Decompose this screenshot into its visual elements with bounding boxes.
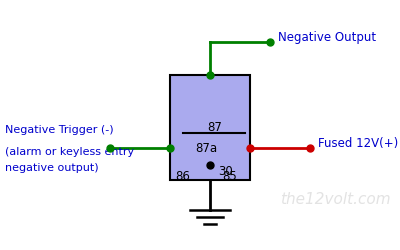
Text: Negative Trigger (-): Negative Trigger (-) — [5, 125, 114, 135]
Text: (alarm or keyless entry: (alarm or keyless entry — [5, 147, 134, 157]
Text: negative output): negative output) — [5, 163, 99, 173]
Text: 87: 87 — [207, 121, 222, 134]
Text: 30: 30 — [218, 165, 233, 178]
Text: 87a: 87a — [195, 142, 217, 154]
Bar — [170, 75, 250, 180]
Text: Fused 12V(+): Fused 12V(+) — [318, 136, 398, 149]
Text: the12volt.com: the12volt.com — [280, 192, 391, 208]
Text: Negative Output: Negative Output — [278, 32, 376, 44]
Text: 86: 86 — [175, 170, 190, 183]
Text: 85: 85 — [222, 170, 237, 183]
